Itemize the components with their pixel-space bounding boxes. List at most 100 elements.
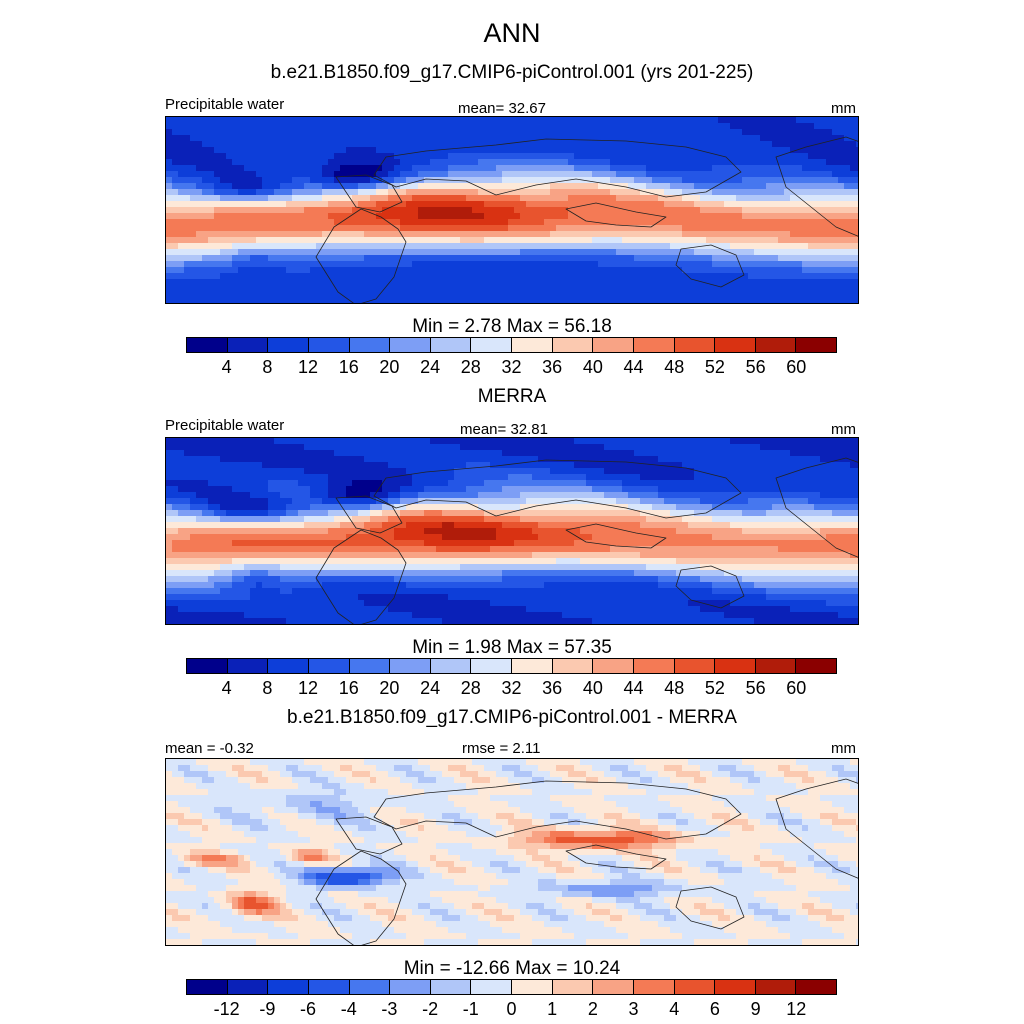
colorbar-tick-label: 24	[420, 357, 441, 377]
colorbar-swatch	[268, 338, 309, 352]
colorbar-tick-label: 12	[298, 357, 319, 377]
colorbar-swatch	[796, 659, 836, 673]
panel2-units-label: mm	[831, 421, 856, 438]
colorbar-swatch	[552, 980, 594, 994]
colorbar-tick-label: -6	[300, 999, 317, 1019]
colorbar-tick-label: 20	[379, 357, 400, 377]
colorbar-swatch	[430, 338, 472, 352]
colorbar-swatch	[430, 980, 472, 994]
colorbar-tick-label: 6	[709, 999, 720, 1019]
panel3-colorbar-ticks: -12 -9 -6 -4 -3 -2 -1 0 1 2 3 4 6 9 12	[186, 999, 837, 1019]
panel1-units-label: mm	[831, 100, 856, 117]
colorbar-swatch	[633, 659, 675, 673]
colorbar-swatch	[552, 338, 594, 352]
colorbar-tick-label: 4	[221, 357, 232, 377]
colorbar-swatch	[187, 338, 228, 352]
colorbar-swatch	[390, 338, 431, 352]
field-cells	[166, 117, 858, 303]
panel3-minmax: Min = -12.66 Max = 10.24	[403, 958, 621, 979]
colorbar-tick-label: 56	[745, 678, 766, 698]
panel2-mean-label: mean= 32.81	[460, 421, 548, 438]
panel3-colorbar	[186, 979, 837, 995]
colorbar-swatch	[227, 659, 269, 673]
colorbar-swatch	[471, 980, 512, 994]
colorbar-swatch	[755, 980, 797, 994]
panel1-colorbar	[186, 337, 837, 353]
colorbar-tick-label: 12	[298, 678, 319, 698]
colorbar-tick-label: 32	[501, 357, 522, 377]
colorbar-swatch	[512, 338, 553, 352]
colorbar-tick-label: 48	[664, 678, 685, 698]
colorbar-tick-label: -2	[422, 999, 439, 1019]
colorbar-swatch	[674, 980, 716, 994]
colorbar-tick-label: 4	[221, 678, 232, 698]
colorbar-swatch	[308, 980, 350, 994]
colorbar-swatch	[633, 338, 675, 352]
colorbar-tick-label: 56	[745, 357, 766, 377]
colorbar-swatch	[471, 338, 512, 352]
colorbar-swatch	[390, 980, 431, 994]
colorbar-swatch	[593, 338, 634, 352]
colorbar-tick-label: -1	[462, 999, 479, 1019]
colorbar-swatch	[674, 659, 716, 673]
colorbar-swatch	[390, 659, 431, 673]
coastlines	[315, 457, 858, 624]
colorbar-tick-label: 36	[542, 678, 563, 698]
colorbar-tick-label: 8	[262, 678, 273, 698]
panel2-minmax: Min = 1.98 Max = 57.35	[412, 637, 612, 658]
colorbar-swatch	[796, 980, 836, 994]
colorbar-swatch	[349, 980, 391, 994]
colorbar-swatch	[268, 659, 309, 673]
field-cells	[166, 438, 858, 624]
panel2-variable-label: Precipitable water	[165, 417, 285, 434]
panel2-map	[165, 437, 859, 625]
panel2-colorbar-ticks: 4 8 12 16 20 24 28 32 36 40 44 48 52 56 60	[186, 678, 837, 698]
figure-title: ANN	[483, 18, 541, 48]
colorbar-tick-label: 40	[582, 678, 603, 698]
colorbar-swatch	[227, 980, 269, 994]
colorbar-tick-label: -9	[259, 999, 276, 1019]
colorbar-tick-label: 28	[460, 357, 481, 377]
colorbar-tick-label: 24	[420, 678, 441, 698]
colorbar-swatch	[349, 338, 391, 352]
panel1-colorbar-ticks: 4 8 12 16 20 24 28 32 36 40 44 48 52 56 60	[186, 357, 837, 377]
colorbar-swatch	[715, 659, 756, 673]
colorbar-swatch	[633, 980, 675, 994]
field-cells	[166, 759, 858, 945]
colorbar-tick-label: 12	[786, 999, 807, 1019]
colorbar-tick-label: 48	[664, 357, 685, 377]
colorbar-tick-label: -4	[340, 999, 357, 1019]
colorbar-tick-label: 1	[547, 999, 558, 1019]
colorbar-tick-label: 2	[587, 999, 598, 1019]
colorbar-tick-label: 3	[628, 999, 639, 1019]
colorbar-tick-label: 40	[582, 357, 603, 377]
colorbar-tick-label: 16	[338, 357, 359, 377]
panel3-units-label: mm	[831, 740, 856, 757]
coastlines	[315, 136, 858, 303]
colorbar-tick-label: 8	[262, 357, 273, 377]
colorbar-swatch	[755, 338, 797, 352]
panel1-mean-label: mean= 32.67	[458, 100, 546, 117]
colorbar-tick-label: -3	[381, 999, 398, 1019]
panel1-minmax: Min = 2.78 Max = 56.18	[412, 316, 612, 337]
coastlines	[315, 778, 858, 945]
colorbar-tick-label: 60	[786, 678, 807, 698]
colorbar-swatch	[187, 659, 228, 673]
colorbar-tick-label: 44	[623, 357, 644, 377]
colorbar-tick-label: 0	[506, 999, 517, 1019]
colorbar-swatch	[715, 338, 756, 352]
colorbar-tick-label: 4	[669, 999, 680, 1019]
colorbar-tick-label: 60	[786, 357, 807, 377]
colorbar-tick-label: 20	[379, 678, 400, 698]
panel3-subtitle: b.e21.B1850.f09_g17.CMIP6-piControl.001 …	[287, 707, 737, 728]
panel1-variable-label: Precipitable water	[165, 96, 285, 113]
colorbar-swatch	[187, 980, 228, 994]
colorbar-swatch	[674, 338, 716, 352]
colorbar-tick-label: -12	[213, 999, 240, 1019]
panel2-colorbar	[186, 658, 837, 674]
colorbar-swatch	[471, 659, 512, 673]
colorbar-tick-label: 32	[501, 678, 522, 698]
panel2-subtitle: MERRA	[477, 386, 547, 407]
colorbar-tick-label: 28	[460, 678, 481, 698]
colorbar-tick-label: 16	[338, 678, 359, 698]
